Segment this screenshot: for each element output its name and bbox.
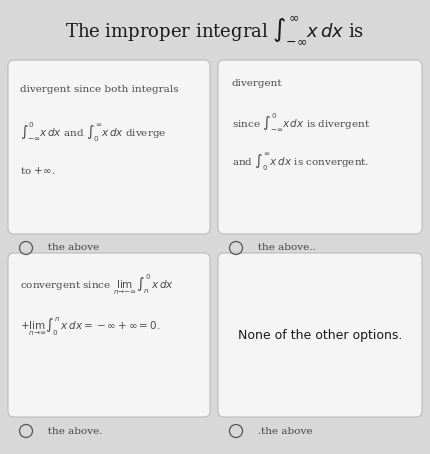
Text: the above.: the above. [38, 426, 102, 435]
FancyBboxPatch shape [218, 60, 422, 234]
Text: divergent: divergent [232, 79, 283, 89]
Text: the above..: the above.. [248, 243, 316, 252]
Text: the above: the above [38, 243, 99, 252]
FancyBboxPatch shape [218, 253, 422, 417]
Text: to $+\infty$.: to $+\infty$. [20, 164, 55, 176]
Text: None of the other options.: None of the other options. [238, 329, 402, 341]
Text: divergent since both integrals: divergent since both integrals [20, 85, 178, 94]
Text: since $\int_{-\infty}^{0} x\, dx$ is divergent: since $\int_{-\infty}^{0} x\, dx$ is div… [232, 111, 371, 133]
Text: .the above: .the above [248, 426, 313, 435]
Text: $+ \lim_{n \to \infty} \int_{0}^{n} x\, dx = -\infty + \infty = 0.$: $+ \lim_{n \to \infty} \int_{0}^{n} x\, … [20, 316, 160, 339]
Text: and $\int_{0}^{\infty} x\, dx$ is convergent.: and $\int_{0}^{\infty} x\, dx$ is conver… [232, 151, 369, 173]
Text: $\int_{-\infty}^{0} x\, dx$ and $\int_{0}^{\infty} x\, dx$ diverge: $\int_{-\infty}^{0} x\, dx$ and $\int_{0… [20, 120, 166, 144]
FancyBboxPatch shape [8, 253, 210, 417]
FancyBboxPatch shape [8, 60, 210, 234]
Text: The improper integral $\int_{-\infty}^{\infty} x\, dx$ is: The improper integral $\int_{-\infty}^{\… [65, 14, 365, 46]
Text: convergent since $\lim_{n \to -\infty} \int_{n}^{0} x\, dx$: convergent since $\lim_{n \to -\infty} \… [20, 273, 174, 297]
